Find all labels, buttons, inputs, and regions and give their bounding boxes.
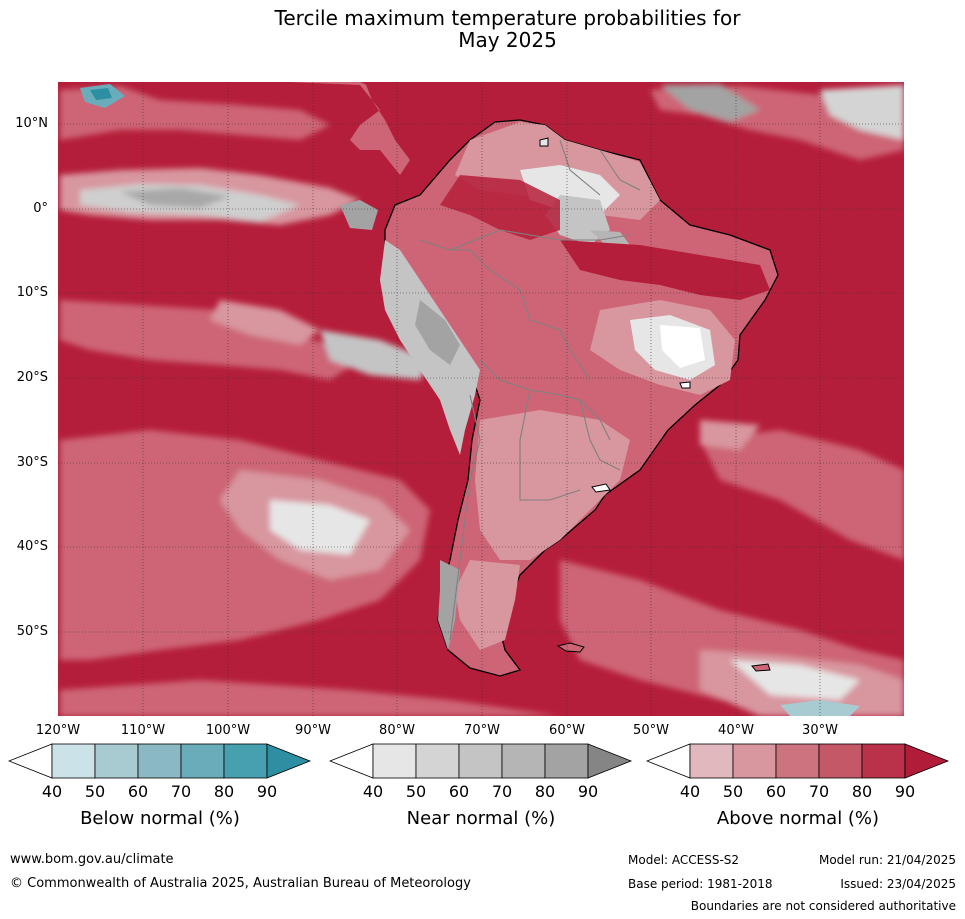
ocean-probability-patches: [60, 84, 904, 716]
colorbar-tick-label: 70: [491, 782, 513, 801]
colorbar-tick-label: 50: [405, 782, 427, 801]
lon-label: 90°W: [295, 723, 331, 738]
lat-label: 0°: [33, 201, 48, 216]
above-normal-colorbar-title: Above normal (%): [716, 808, 880, 829]
colorbar-segment: [818, 743, 863, 779]
colorbar-segment: [861, 743, 906, 779]
colorbar-segment: [775, 743, 820, 779]
island: [591, 483, 611, 493]
colorbar-tick-label: 80: [534, 782, 556, 801]
lon-label: 100°W: [205, 723, 251, 738]
falkland-islands: [556, 642, 585, 653]
graticule: [58, 82, 904, 716]
island: [679, 381, 691, 389]
colorbar-high-extend: [266, 743, 312, 779]
colorbar-tick-label: 60: [127, 782, 149, 801]
website-link[interactable]: www.bom.gov.au/climate: [10, 852, 174, 867]
colorbar-tick-label: 60: [765, 782, 787, 801]
country-borders: [419, 139, 641, 641]
colorbar-tick-label: 40: [362, 782, 384, 801]
lon-label: 120°W: [35, 723, 81, 738]
base-period: Base period: 1981-2018: [628, 877, 773, 891]
lat-label: 50°S: [16, 624, 48, 639]
map-title-line-2: May 2025: [458, 28, 557, 52]
lon-label: 70°W: [464, 723, 500, 738]
colorbar-tick-label: 90: [894, 782, 916, 801]
colorbar-tick-label: 40: [41, 782, 63, 801]
island: [539, 137, 549, 147]
colorbar-segment: [501, 743, 546, 779]
above-normal-colorbar: [646, 743, 950, 779]
colorbar-tick-label: 40: [679, 782, 701, 801]
lon-label: 30°W: [802, 723, 838, 738]
colorbar-low-extend: [8, 743, 53, 779]
map-title-line-1: Tercile maximum temperature probabilitie…: [274, 6, 741, 30]
lon-label: 80°W: [379, 723, 415, 738]
lon-label: 60°W: [549, 723, 585, 738]
below-normal-patch: [90, 88, 112, 100]
colorbar-segment: [689, 743, 734, 779]
boundary-disclaimer: Boundaries are not considered authoritat…: [690, 899, 956, 913]
lon-label: 50°W: [633, 723, 669, 738]
colorbar-tick-label: 80: [213, 782, 235, 801]
colorbar-segment: [180, 743, 225, 779]
copyright-text: © Commonwealth of Australia 2025, Austra…: [10, 876, 471, 891]
lat-label: 10°S: [16, 285, 48, 300]
colorbar-segment: [137, 743, 182, 779]
colorbar-low-extend: [329, 743, 374, 779]
lat-label: 30°S: [16, 455, 48, 470]
colorbar-tick-label: 70: [808, 782, 830, 801]
near-normal-colorbar: [329, 743, 633, 779]
colorbar-segment: [458, 743, 503, 779]
colorbar-tick-label: 60: [448, 782, 470, 801]
colorbar-tick-label: 90: [577, 782, 599, 801]
colorbar-low-extend: [646, 743, 691, 779]
land-probability-patches: [380, 122, 770, 650]
colorbar-tick-label: 50: [84, 782, 106, 801]
colorbar-segment: [51, 743, 96, 779]
lat-label: 20°S: [16, 370, 48, 385]
colorbar-tick-label: 80: [851, 782, 873, 801]
colorbar-high-extend: [587, 743, 633, 779]
model-run-date: Model run: 21/04/2025: [818, 853, 956, 867]
colorbar-segment: [372, 743, 417, 779]
colorbar-segment: [544, 743, 589, 779]
colorbar-tick-label: 90: [256, 782, 278, 801]
colorbar-segment: [732, 743, 777, 779]
lat-label: 10°N: [15, 116, 48, 131]
issued-date: Issued: 23/04/2025: [840, 877, 956, 891]
model-name: Model: ACCESS-S2: [628, 853, 740, 867]
central-america-land: [290, 82, 410, 175]
below-normal-colorbar: [8, 743, 312, 779]
below-normal-colorbar-title: Below normal (%): [80, 808, 240, 829]
lat-label: 40°S: [16, 539, 48, 554]
near-normal-colorbar-title: Near normal (%): [406, 808, 556, 829]
colorbar-segment: [223, 743, 268, 779]
colorbar-high-extend: [904, 743, 950, 779]
lon-label: 110°W: [120, 723, 166, 738]
colorbar-segment: [415, 743, 460, 779]
below-normal-patch: [780, 700, 860, 716]
colorbar-segment: [94, 743, 139, 779]
lon-label: 40°W: [718, 723, 754, 738]
colorbar-tick-label: 50: [722, 782, 744, 801]
colorbar-tick-label: 70: [170, 782, 192, 801]
island: [751, 663, 771, 672]
probability-map: [58, 82, 904, 716]
